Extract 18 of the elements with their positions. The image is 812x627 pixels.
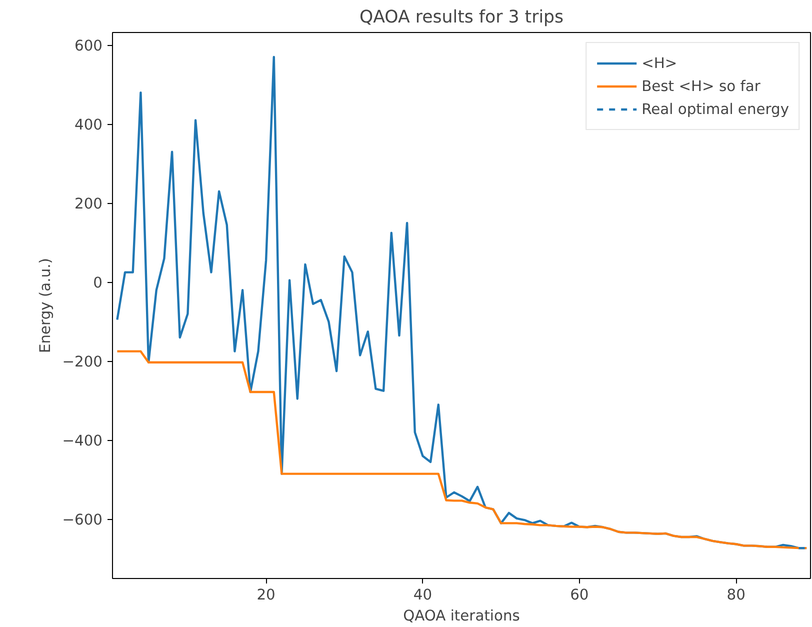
x-tick-label: 60 <box>570 586 589 604</box>
x-tick-label: 40 <box>413 586 432 604</box>
legend-label: Best <H> so far <box>642 78 760 94</box>
legend-label: Real optimal energy <box>642 100 789 118</box>
y-tick-label: −600 <box>62 512 103 529</box>
x-tick-label: 80 <box>726 586 746 604</box>
y-tick-label: 200 <box>74 196 103 213</box>
y-tick-label: −200 <box>62 354 103 371</box>
x-axis-title: QAOA iterations <box>403 608 520 624</box>
y-axis-title: Energy (a.u.) <box>37 258 54 353</box>
y-tick-label: 600 <box>74 38 103 55</box>
y-tick-label: −400 <box>62 432 103 450</box>
chart-title: QAOA results for 3 trips <box>359 8 564 28</box>
x-tick-label: 20 <box>256 586 276 604</box>
y-tick-label: 400 <box>74 116 103 134</box>
y-tick-label: 0 <box>93 274 103 292</box>
legend-label: <H> <box>642 54 678 72</box>
line-series <box>116 350 808 550</box>
